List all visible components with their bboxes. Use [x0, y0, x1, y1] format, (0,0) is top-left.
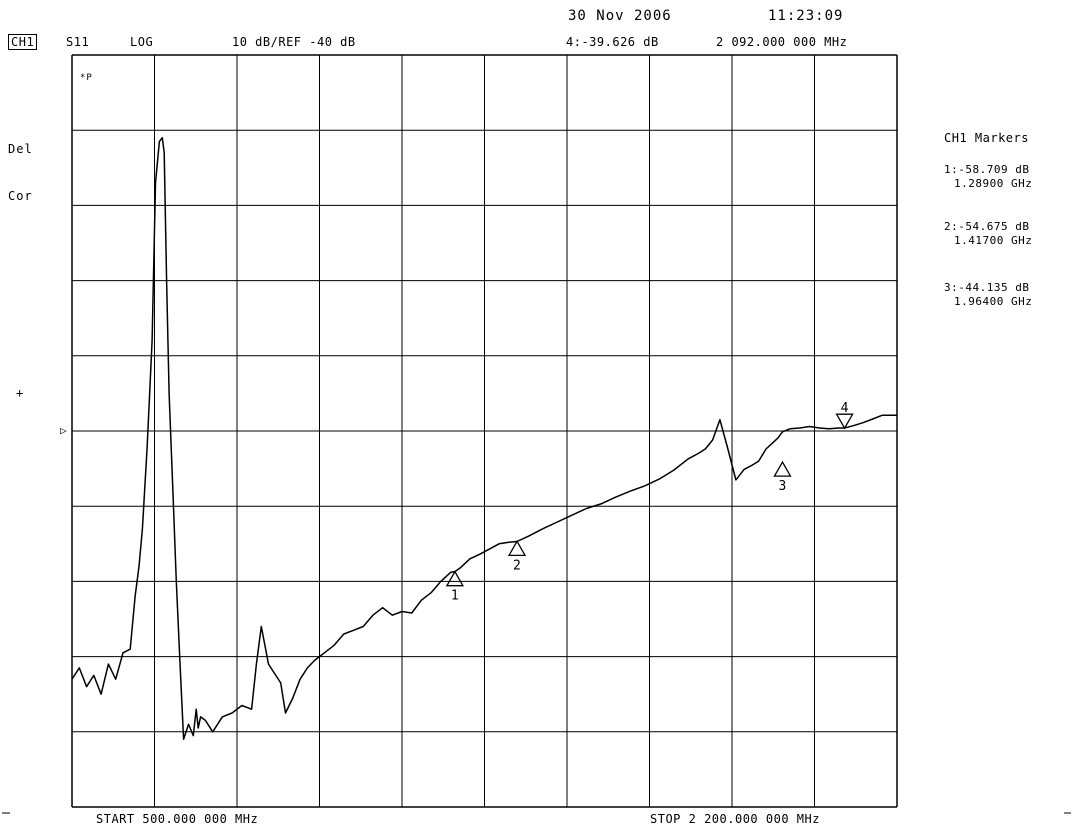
date-stamp: 30 Nov 2006	[568, 8, 672, 24]
marker-2-label: 2	[513, 558, 521, 573]
start-frequency: START 500.000 000 MHz	[96, 812, 259, 826]
marker-3-symbol	[773, 460, 792, 477]
markers-panel-title: CH1 Markers	[944, 131, 1029, 145]
marker-1-value: 1:-58.709 dB	[944, 163, 1030, 176]
s11-trace	[71, 136, 897, 741]
marker-2-symbol	[507, 540, 527, 557]
marker-3-value: 3:-44.135 dB	[944, 281, 1030, 294]
marker-1-label: 1	[451, 589, 459, 604]
marker-3-label: 3	[778, 479, 786, 494]
correction-annotation: Cor	[8, 189, 33, 203]
plot-grid	[71, 54, 898, 808]
marker-2-frequency: 1.41700 GHz	[954, 234, 1033, 247]
marker-1-frequency: 1.28900 GHz	[954, 177, 1033, 190]
marker-4: 4	[835, 401, 854, 430]
marker-1-symbol	[445, 570, 465, 587]
measurement-param: S11	[66, 35, 90, 49]
marker-4-label: 4	[841, 401, 849, 416]
delay-annotation: Del	[8, 142, 33, 156]
marker-3-frequency: 1.96400 GHz	[954, 295, 1033, 308]
reference-pointer: ▷	[60, 424, 68, 437]
plus-annotation: +	[16, 386, 25, 400]
active-marker-value: 4:-39.626 dB	[566, 35, 659, 49]
time-stamp: 11:23:09	[768, 8, 844, 24]
marker-2: 2	[507, 540, 527, 573]
stop-frequency: STOP 2 200.000 000 MHz	[650, 812, 820, 826]
display-format: LOG	[130, 35, 154, 49]
marker-1: 1	[445, 570, 465, 604]
p-flag: *P	[80, 73, 93, 83]
marker-4-symbol	[835, 413, 854, 430]
trace-markers: 1 2 3 4	[445, 401, 854, 604]
marker-2-value: 2:-54.675 dB	[944, 220, 1030, 233]
marker-3: 3	[773, 460, 792, 494]
active-marker-frequency: 2 092.000 000 MHz	[716, 35, 848, 49]
scale-reference: 10 dB/REF -40 dB	[232, 35, 356, 49]
channel-badge[interactable]: CH1	[8, 34, 38, 50]
